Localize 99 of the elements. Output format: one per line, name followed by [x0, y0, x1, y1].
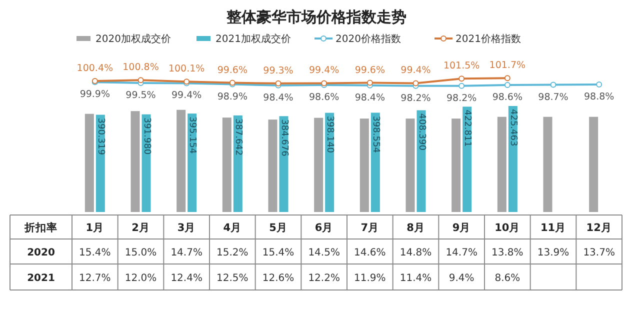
x-tick-label: 8月: [406, 222, 425, 234]
y-tick-label: 2021: [27, 273, 55, 284]
data-label: 14.8%: [400, 248, 432, 258]
data-label: 391.980: [141, 117, 152, 155]
data-label: 98.4%: [354, 92, 386, 104]
data-label: 98.6%: [492, 92, 523, 103]
data-label: 15.0%: [124, 248, 157, 258]
data-label: 99.6%: [354, 64, 386, 76]
point: [596, 82, 602, 88]
data-label: 99.6%: [217, 64, 248, 76]
data-label: 99.3%: [263, 65, 294, 76]
data-label: 101.5%: [443, 60, 480, 72]
x-tick-label: 3月: [177, 222, 196, 234]
data-label: 390.319: [95, 118, 106, 156]
data-label: 13.9%: [537, 248, 570, 258]
data-label: 13.7%: [583, 248, 615, 258]
x-tick-label: 5月: [269, 222, 288, 234]
data-label: 99.4%: [308, 65, 340, 76]
x-tick-label: 9月: [452, 222, 471, 234]
legend-label: 2021加权成交价: [216, 33, 291, 45]
data-label: 12.0%: [124, 273, 157, 284]
data-label: 395.154: [187, 116, 198, 154]
legend-label: 2020加权成交价: [96, 33, 171, 45]
data-label: 15.4%: [79, 248, 111, 258]
bar: [452, 118, 461, 212]
legend-label: 2021价格指数: [456, 33, 521, 45]
data-label: 14.7%: [170, 248, 202, 258]
bar: [406, 118, 415, 212]
data-label: 98.2%: [400, 92, 431, 104]
point: [138, 77, 144, 84]
data-label: 12.4%: [170, 273, 202, 284]
bar: [176, 110, 186, 212]
bar: [360, 118, 369, 212]
point: [504, 75, 510, 82]
bar: [543, 116, 552, 212]
bar: [222, 118, 232, 212]
chart-title: 整体豪华市场价格指数走势: [226, 8, 406, 26]
data-label: 398.140: [324, 116, 335, 154]
data-label: 14.6%: [354, 248, 386, 258]
data-label: 12.2%: [308, 273, 340, 284]
data-label: 99.9%: [80, 89, 110, 100]
data-label: 99.4%: [400, 65, 431, 76]
data-label: 422.811: [462, 110, 472, 147]
bar: [84, 114, 94, 212]
data-label: 98.7%: [538, 92, 568, 103]
data-label: 11.9%: [354, 273, 386, 284]
bar: [268, 120, 278, 212]
data-label: 384.676: [278, 119, 289, 157]
data-label: 12.7%: [79, 273, 111, 284]
data-label: 408.390: [416, 113, 426, 151]
data-label: 12.5%: [216, 273, 248, 284]
data-label: 12.6%: [262, 273, 294, 284]
x-tick-label: 12月: [586, 222, 612, 234]
data-label: 98.8%: [584, 92, 614, 103]
data-label: 398.554: [370, 116, 380, 154]
y-tick-label: 2020: [27, 248, 55, 258]
data-label: 98.4%: [263, 92, 294, 104]
bar: [130, 111, 140, 212]
legend: 2020价格指数: [314, 34, 401, 45]
x-tick-label: 2月: [132, 222, 150, 234]
data-label: 100.8%: [122, 62, 159, 74]
x-tick-label: 7月: [360, 222, 380, 234]
point: [504, 82, 510, 88]
bar: [497, 116, 506, 212]
data-label: 98.2%: [446, 92, 477, 104]
data-label: 9.4%: [448, 273, 474, 284]
legend: 2020加权成交价: [76, 34, 171, 45]
point: [366, 80, 373, 86]
data-label: 13.8%: [492, 248, 524, 258]
point: [458, 76, 465, 82]
data-label: 98.9%: [217, 91, 248, 102]
data-label: 14.5%: [308, 248, 340, 258]
x-tick-label: 4月: [223, 222, 242, 234]
data-label: 14.7%: [446, 248, 478, 258]
x-tick-label: 6月: [314, 222, 334, 234]
bar: [314, 118, 324, 212]
data-label: 101.7%: [489, 60, 526, 72]
data-label: 99.5%: [126, 90, 156, 101]
data-label: 100.4%: [76, 63, 114, 74]
legend: 2021价格指数: [434, 34, 521, 45]
legend: 2021加权成交价: [196, 34, 291, 45]
data-label: 100.1%: [168, 64, 205, 75]
data-label: 8.6%: [494, 273, 520, 284]
x-tick-label: 11月: [540, 222, 566, 234]
data-label: 99.4%: [171, 90, 202, 102]
bar: [589, 116, 598, 212]
data-label: 98.6%: [308, 92, 340, 103]
data-label: 15.4%: [262, 248, 294, 258]
point: [412, 80, 419, 86]
point: [458, 82, 465, 89]
data-label: 425.463: [508, 109, 518, 146]
data-label: 11.4%: [400, 273, 432, 284]
data-label: 15.2%: [216, 248, 248, 258]
x-tick-label: 10月: [494, 222, 520, 234]
text: 折扣率: [24, 221, 58, 234]
x-tick-label: 1月: [86, 222, 104, 234]
point: [550, 82, 556, 88]
legend-label: 2020价格指数: [336, 33, 401, 45]
data-label: 387.642: [232, 118, 243, 156]
